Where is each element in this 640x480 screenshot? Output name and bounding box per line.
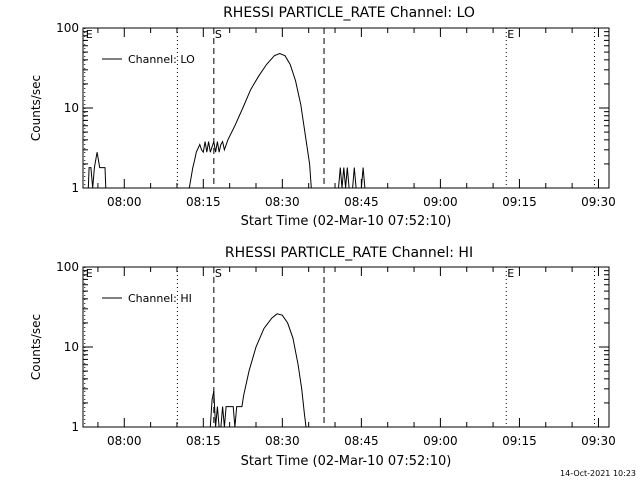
legend: Channel: HI <box>102 292 192 305</box>
x-axis-label: Start Time (02-Mar-10 07:52:10) <box>241 454 452 469</box>
y-tick-label: 1 <box>71 181 79 195</box>
legend-label: Channel: HI <box>128 292 192 305</box>
x-tick-label: 09:30 <box>581 195 616 209</box>
marker-lines <box>84 267 596 427</box>
x-tick-label: 09:15 <box>502 195 537 209</box>
y-tick-label: 10 <box>64 101 79 115</box>
plot-frame <box>82 27 610 189</box>
legend-label: Channel: LO <box>128 53 195 66</box>
marker-label: E <box>507 28 514 41</box>
marker-label: E <box>507 267 514 280</box>
panel-lo: RHESSI PARTICLE_RATE Channel: LO E S E 08:… <box>29 5 616 229</box>
series-lines <box>209 313 307 428</box>
y-tick-label: 100 <box>56 21 79 35</box>
series-line <box>338 167 366 189</box>
chart-title: RHESSI PARTICLE_RATE Channel: LO <box>223 5 475 21</box>
series-line <box>188 52 312 189</box>
x-tick-label: 09:30 <box>581 434 616 448</box>
series-line <box>209 313 307 428</box>
x-tick-label: 09:00 <box>423 434 458 448</box>
x-tick-label: 08:00 <box>107 434 142 448</box>
x-tick-label: 08:45 <box>344 434 379 448</box>
marker-lines <box>84 28 596 188</box>
x-tick-label: 08:30 <box>265 434 300 448</box>
plot-frame <box>82 266 610 428</box>
marker-label: E <box>86 28 93 41</box>
y-axis-label: Counts/sec <box>29 75 43 141</box>
x-tick-label: 09:00 <box>423 195 458 209</box>
y-tick-label: 10 <box>64 340 79 354</box>
y-axis-ticks: 1 10 100 <box>56 21 609 195</box>
x-tick-label: 08:00 <box>107 195 142 209</box>
legend: Channel: LO <box>102 53 195 66</box>
marker-label: E <box>86 267 93 280</box>
series-line <box>87 152 107 189</box>
y-tick-label: 1 <box>71 420 79 434</box>
x-tick-label: 09:15 <box>502 434 537 448</box>
chart-title: RHESSI PARTICLE_RATE Channel: HI <box>225 245 473 261</box>
footer-timestamp: 14-Oct-2021 10:23 <box>560 469 636 478</box>
x-axis-label: Start Time (02-Mar-10 07:52:10) <box>241 214 452 229</box>
x-axis-ticks: 08:00 08:15 08:30 08:45 09:00 09:15 09:30 <box>97 267 616 448</box>
y-axis-label: Counts/sec <box>29 314 43 380</box>
x-tick-label: 08:45 <box>344 195 379 209</box>
y-tick-label: 100 <box>56 260 79 274</box>
panel-hi: RHESSI PARTICLE_RATE Channel: HI E S E 08:… <box>29 245 616 469</box>
series-lines <box>87 52 366 189</box>
x-tick-label: 08:15 <box>186 434 221 448</box>
y-axis-ticks: 1 10 100 <box>56 260 609 434</box>
x-tick-label: 08:15 <box>186 195 221 209</box>
marker-label: S <box>215 267 222 280</box>
marker-label: S <box>215 28 222 41</box>
x-tick-label: 08:30 <box>265 195 300 209</box>
